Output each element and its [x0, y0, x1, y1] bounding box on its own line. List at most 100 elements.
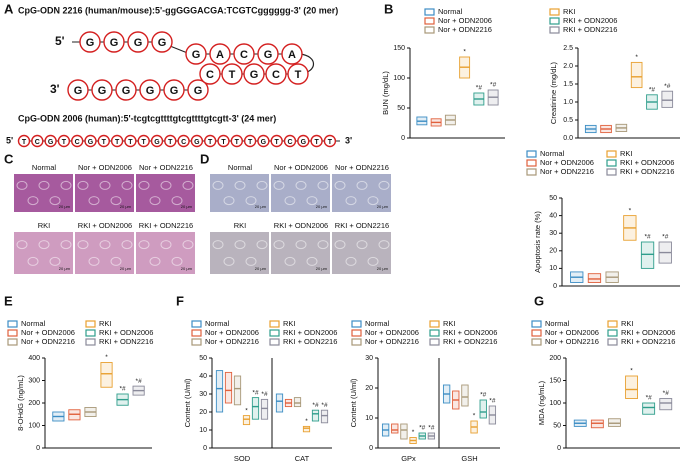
significance: *# — [252, 389, 259, 396]
tissue-texture — [27, 256, 39, 266]
nucleotide-letter: C — [181, 139, 186, 146]
nucleotide-letter: G — [194, 139, 200, 146]
nucleotide-letter: G — [74, 85, 83, 97]
legend-swatch — [269, 320, 280, 328]
box — [260, 398, 269, 420]
tissue-texture — [138, 180, 150, 190]
nucleotide — [199, 63, 221, 85]
significance: * — [105, 354, 108, 361]
tissue-texture — [38, 180, 50, 190]
nucleotide — [139, 79, 161, 101]
scale-bar: 20 μm — [377, 204, 389, 209]
legend-label: RKI + ODN2006 — [563, 16, 617, 25]
y-tick-label: 10 — [365, 415, 373, 422]
legend-label: Normal — [21, 319, 46, 328]
scale-bar: 20 μm — [120, 204, 132, 209]
scale-bar: 20 μm — [59, 266, 71, 271]
tissue-texture — [273, 240, 285, 250]
legend-swatch — [191, 320, 202, 328]
image-caption: RKI + ODN2006 — [274, 221, 328, 230]
nucleotide — [270, 134, 283, 148]
y-tick-label: 400 — [28, 355, 40, 362]
tissue-texture — [306, 196, 318, 206]
tissue-texture — [88, 256, 100, 266]
nucleotide-letter: T — [295, 69, 302, 81]
legend-swatch — [531, 320, 542, 328]
legend-swatch — [7, 338, 18, 346]
nucleotide-letter: G — [261, 139, 267, 146]
significance: *# — [312, 402, 319, 409]
image-caption: Nor + ODN2216 — [139, 163, 193, 172]
image-caption: RKI — [38, 221, 51, 230]
nucleotide-letter: G — [301, 139, 307, 146]
tissue-texture — [182, 180, 194, 190]
nucleotide — [44, 134, 57, 148]
nucleotide-letter: T — [229, 69, 236, 81]
tissue-texture — [99, 180, 111, 190]
y-tick-label: 1.0 — [563, 99, 573, 106]
scale-bar: 20 μm — [377, 266, 389, 271]
legend-swatch — [7, 329, 18, 337]
nucleotide-letter: C — [75, 139, 80, 146]
significance: * — [245, 407, 248, 414]
tissue-texture — [367, 256, 379, 266]
nucleotide — [177, 134, 190, 148]
nucleotide — [243, 134, 257, 148]
tissue-texture — [121, 180, 133, 190]
nucleotide-letter: T — [102, 139, 107, 146]
legend-label: RKI — [621, 319, 634, 328]
nucleotide-letter: C — [287, 139, 292, 146]
significance: *# — [662, 234, 669, 241]
nucleotide-letter: G — [154, 139, 160, 146]
y-axis-label: 8-OHdG (ng/mL) — [16, 375, 25, 431]
y-tick-label: 40 — [549, 212, 557, 219]
y-tick-label: 50 — [553, 422, 561, 429]
nucleotide-letter: T — [208, 139, 213, 146]
tissue-texture — [306, 256, 318, 266]
y-tick-label: 200 — [549, 355, 561, 362]
tissue-texture — [378, 240, 390, 250]
y-tick-label: 0 — [401, 135, 405, 142]
nucleotide-letter: T — [314, 139, 319, 146]
nucleotide-letter: G — [170, 85, 179, 97]
legend-label: RKI — [443, 319, 456, 328]
nucleotide — [185, 43, 207, 65]
significance: *# — [119, 386, 126, 393]
y-tick-label: 20 — [549, 248, 557, 255]
y-tick-label: 0 — [203, 445, 207, 452]
tissue-texture — [256, 240, 268, 250]
legend-label: Nor + ODN2216 — [540, 167, 594, 176]
legend-label: Normal — [438, 7, 463, 16]
tissue-texture — [223, 196, 235, 206]
y-tick-label: 300 — [28, 377, 40, 384]
significance: * — [305, 418, 308, 425]
tissue-texture — [110, 196, 122, 206]
box — [302, 425, 311, 433]
nucleotide — [287, 63, 309, 85]
legend-swatch — [424, 8, 435, 16]
micrograph — [210, 174, 269, 212]
scale-bar: 20 μm — [255, 266, 267, 271]
legend-swatch — [531, 338, 542, 346]
box — [100, 362, 113, 388]
panel-label: D — [200, 151, 209, 166]
prime-label: 3' — [50, 82, 60, 96]
nucleotide-letter: G — [86, 37, 95, 49]
nucleotide-letter: T — [22, 139, 27, 146]
box — [630, 61, 643, 89]
legend-label: RKI + ODN2006 — [443, 328, 497, 337]
box — [293, 397, 302, 408]
y-tick-label: 20 — [365, 385, 373, 392]
significance: *# — [261, 391, 268, 398]
tissue-texture — [295, 240, 307, 250]
significance: * — [463, 49, 466, 56]
legend-swatch — [424, 26, 435, 34]
legend-swatch — [429, 338, 440, 346]
y-axis-label: MDA (ng/mL) — [537, 380, 546, 425]
nucleotide-letter: T — [248, 139, 253, 146]
tissue-texture — [171, 256, 183, 266]
prime-label: 3' — [345, 135, 352, 145]
nucleotide-letter: T — [235, 139, 240, 146]
y-tick-label: 20 — [199, 409, 207, 416]
y-tick-label: 0.0 — [563, 135, 573, 142]
